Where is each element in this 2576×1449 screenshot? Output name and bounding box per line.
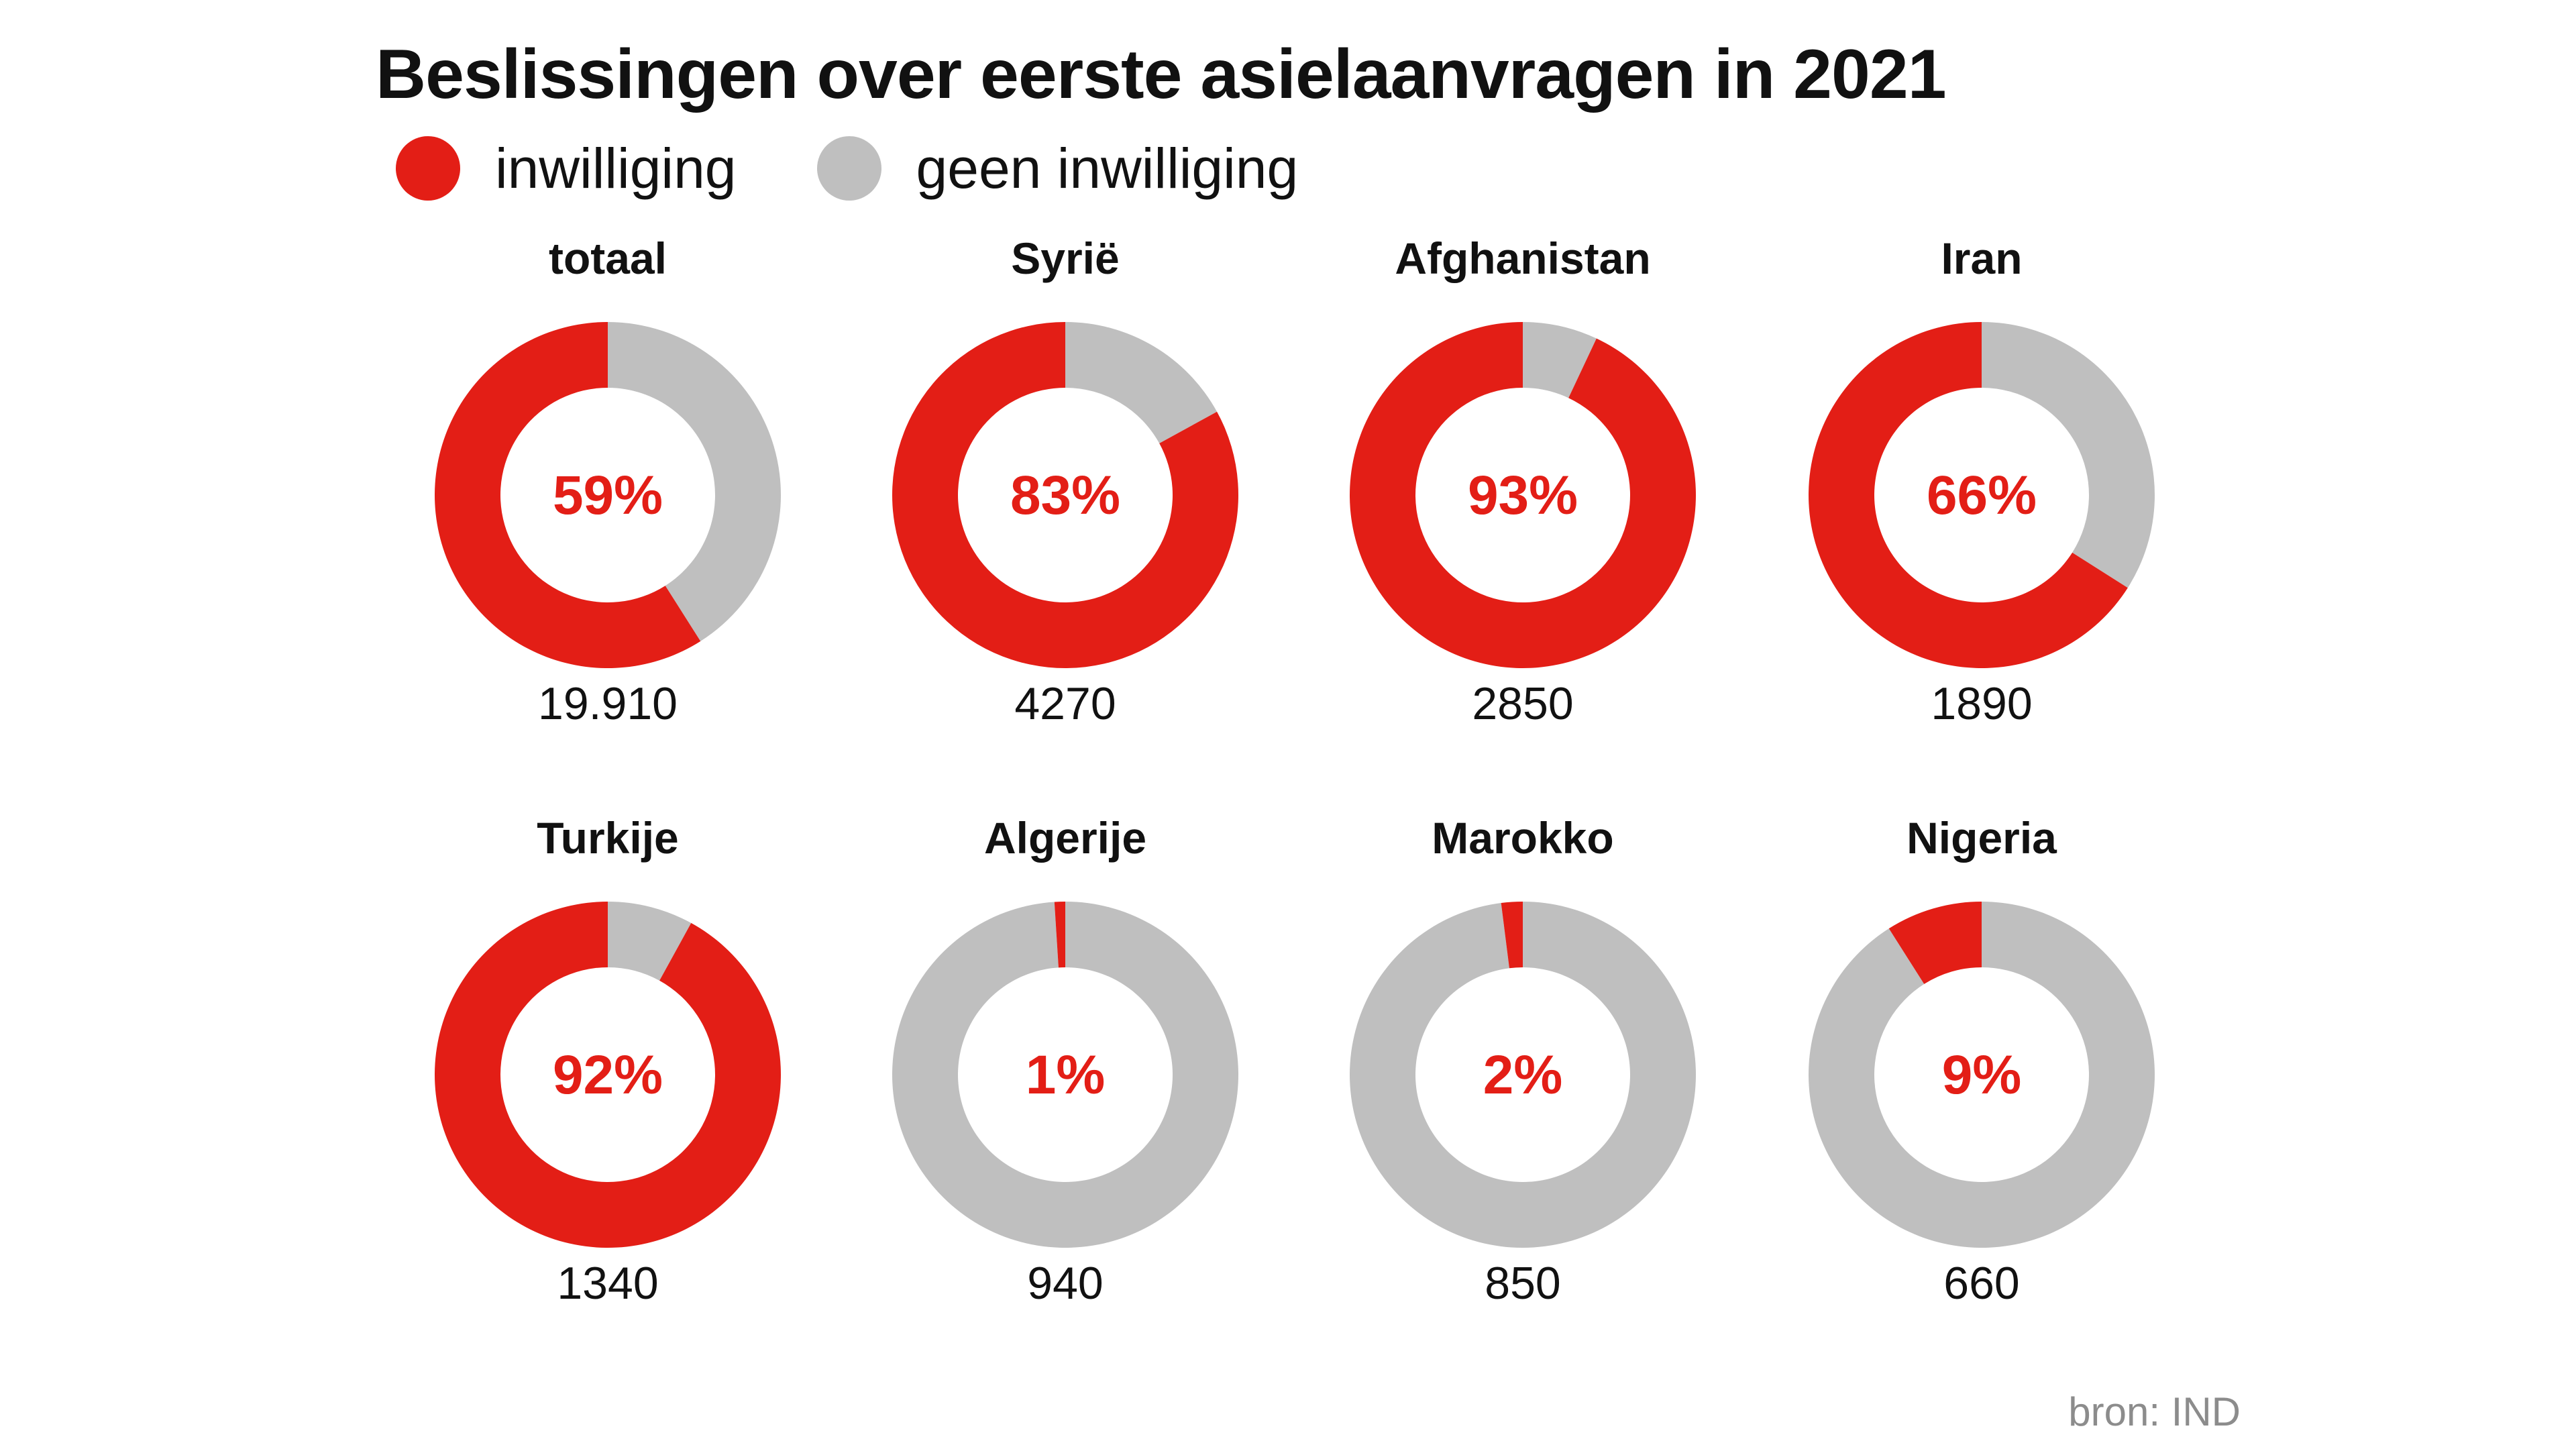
panel-title-marokko: Marokko: [1432, 813, 1613, 863]
panel-percent-label-turkije: 92%: [553, 1044, 663, 1106]
slice-granted-iran: [1809, 322, 2128, 669]
panel-total-totaal: 19.910: [538, 678, 678, 729]
slice-granted-totaal: [435, 322, 701, 668]
donut-panel-syrie: Syrië 83% 4270: [892, 233, 1238, 729]
panel-total-marokko: 850: [1485, 1258, 1560, 1309]
slice-granted-turkije: [435, 902, 782, 1248]
donut-panel-algerije: Algerije 1% 940: [892, 813, 1238, 1309]
panel-percent-label-afghanistan: 93%: [1468, 465, 1578, 526]
panel-title-afghanistan: Afghanistan: [1395, 233, 1650, 283]
slice-granted-marokko: [1501, 902, 1523, 969]
donut-panel-afghanistan: Afghanistan 93% 2850: [1350, 233, 1696, 729]
panel-percent-label-syrie: 83%: [1010, 465, 1120, 526]
panel-total-algerije: 940: [1027, 1258, 1103, 1309]
donut-panel-turkije: Turkije 92% 1340: [435, 813, 782, 1309]
donut-panel-totaal: totaal 59% 19.910: [435, 233, 781, 729]
slice-not-granted-algerije: [892, 902, 1238, 1248]
panel-title-iran: Iran: [1941, 233, 2022, 283]
panel-percent-label-totaal: 59%: [553, 465, 663, 526]
panel-percent-label-nigeria: 9%: [1942, 1044, 2022, 1106]
slice-granted-afghanistan: [1350, 321, 1696, 668]
slice-granted-algerije: [1054, 902, 1065, 968]
panel-percent-label-marokko: 2%: [1483, 1044, 1563, 1106]
slice-not-granted-nigeria: [1808, 902, 2155, 1248]
donut-panel-iran: Iran 66% 1890: [1809, 233, 2155, 729]
source-note: bron: IND: [2068, 1389, 2241, 1434]
slice-not-granted-totaal: [608, 322, 781, 641]
legend-label-not-granted: geen inwilliging: [916, 136, 1299, 200]
legend-label-granted: inwilliging: [495, 136, 737, 200]
panel-total-iran: 1890: [1931, 678, 2032, 729]
panel-percent-label-iran: 66%: [1927, 465, 2037, 526]
panel-title-algerije: Algerije: [984, 813, 1146, 863]
legend-item-granted: inwilliging: [396, 136, 737, 201]
panel-total-nigeria: 660: [1943, 1258, 2019, 1309]
slice-not-granted-marokko: [1350, 901, 1697, 1248]
slice-not-granted-afghanistan: [1523, 322, 1597, 398]
donut-panel-nigeria: Nigeria 9% 660: [1808, 813, 2155, 1309]
slice-not-granted-syrie: [1065, 322, 1218, 443]
panel-title-totaal: totaal: [549, 233, 667, 283]
panel-title-nigeria: Nigeria: [1907, 813, 2057, 863]
chart-title: Beslissingen over eerste asielaanvragen …: [376, 36, 1947, 113]
panel-percent-label-algerije: 1%: [1026, 1044, 1106, 1106]
donut-panel-marokko: Marokko 2% 850: [1350, 813, 1697, 1309]
panel-title-syrie: Syrië: [1011, 233, 1119, 283]
legend-swatch-not-granted-icon: [816, 136, 881, 201]
slice-not-granted-iran: [1982, 322, 2155, 588]
panel-title-turkije: Turkije: [537, 813, 679, 863]
legend: inwilliging geen inwilliging: [396, 131, 1379, 205]
panel-total-turkije: 1340: [557, 1258, 658, 1309]
legend-item-not-granted: geen inwilliging: [816, 136, 1299, 201]
legend-swatch-granted-icon: [396, 136, 460, 201]
slice-granted-nigeria: [1888, 902, 1982, 984]
slice-not-granted-turkije: [608, 902, 692, 981]
panel-total-afghanistan: 2850: [1472, 678, 1573, 729]
panel-total-syrie: 4270: [1014, 678, 1116, 729]
slice-granted-syrie: [892, 322, 1238, 668]
